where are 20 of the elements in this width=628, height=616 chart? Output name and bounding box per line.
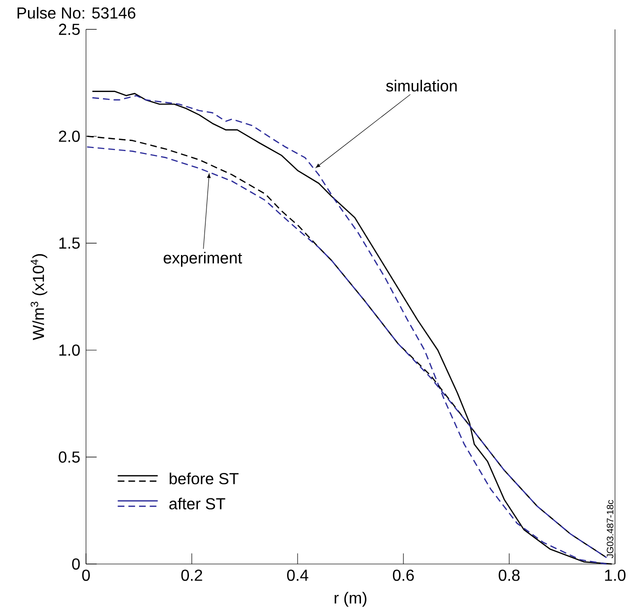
chart-title: Pulse No: 53146: [18, 6, 136, 19]
y-tick-label: 2.5: [58, 24, 80, 35]
legend-label: after ST: [169, 498, 226, 510]
y-tick-label: 1.5: [59, 238, 80, 249]
annotation: JG03.487-18c: [606, 500, 614, 558]
x-tick-label: 0.2: [181, 570, 202, 581]
y-tick-label: 0.5: [58, 451, 80, 463]
y-tick-label: 2.0: [58, 130, 80, 142]
y-tick-label: 0: [72, 558, 80, 570]
y-axis-title: W/m$^{3}$ (x10$^{4}$): [30, 254, 48, 340]
annotation: simulation: [386, 80, 457, 92]
annotation: experiment: [164, 252, 242, 267]
legend-label: before ST: [170, 472, 239, 484]
x-tick-label: 0.4: [287, 570, 308, 581]
x-tick-label: 1.0: [605, 570, 626, 581]
x-tick-label: 0: [82, 570, 90, 581]
x-axis-title: r (m): [334, 592, 366, 607]
x-tick-label: 0.6: [392, 570, 414, 581]
x-tick-label: 0.8: [498, 570, 520, 581]
y-tick-label: 1.0: [59, 344, 80, 356]
